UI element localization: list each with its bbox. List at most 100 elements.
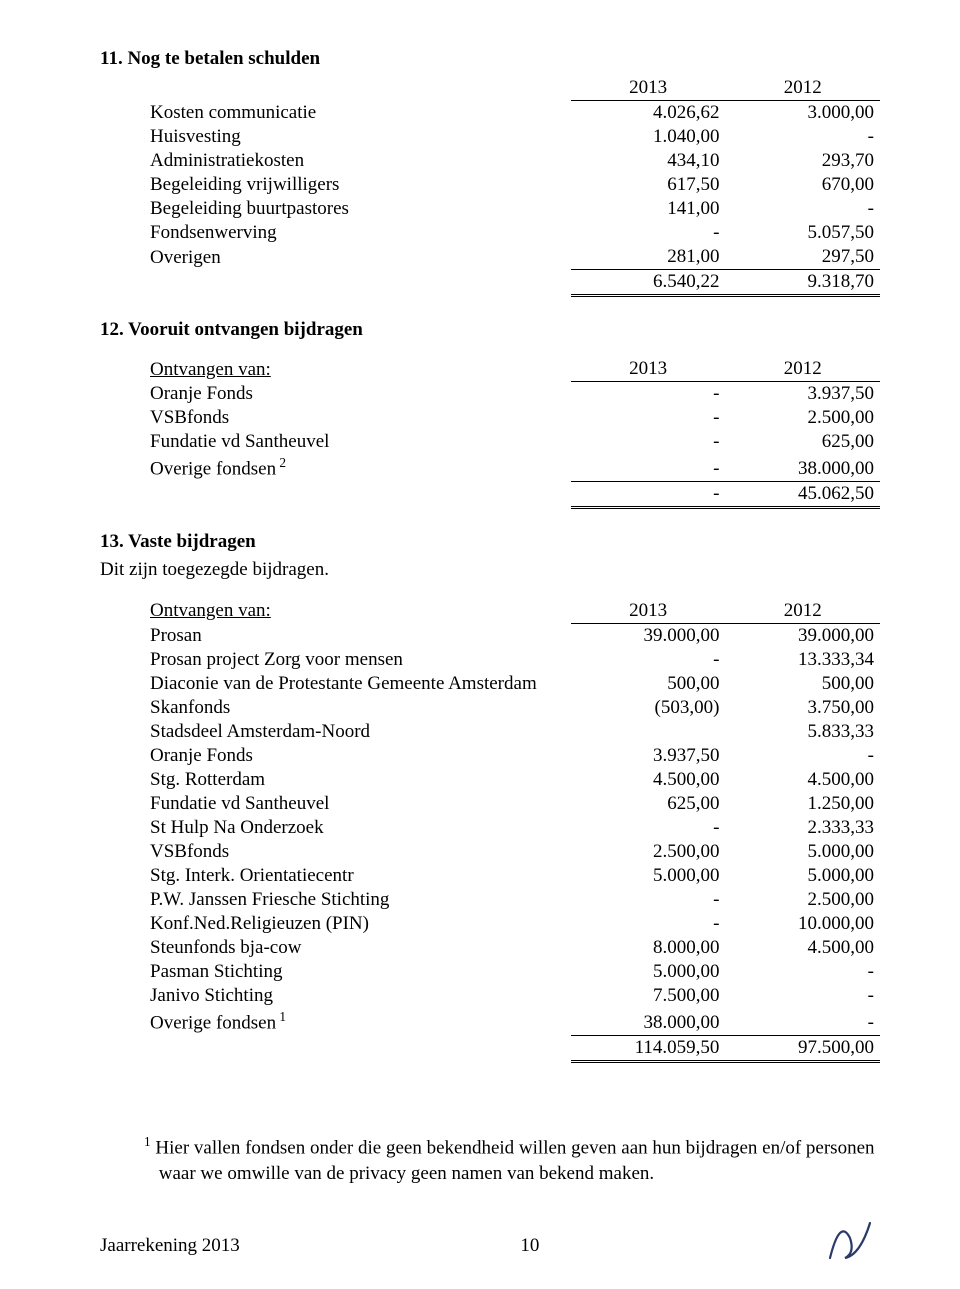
value-cell: 500,00 <box>725 672 880 696</box>
total-cell: 114.059,50 <box>571 1035 726 1061</box>
row-label: Stg. Rotterdam <box>144 768 571 792</box>
table-row: St Hulp Na Onderzoek-2.333,33 <box>144 816 880 840</box>
table-row: Begeleiding buurtpastores141,00- <box>144 197 880 221</box>
value-cell: 38.000,00 <box>725 454 880 481</box>
section-12-heading: 12. Vooruit ontvangen bijdragen <box>100 319 880 341</box>
value-cell: - <box>571 382 726 407</box>
value-cell: - <box>725 960 880 984</box>
table-row: P.W. Janssen Friesche Stichting-2.500,00 <box>144 888 880 912</box>
row-label: Pasman Stichting <box>144 960 571 984</box>
table-row: Konf.Ned.Religieuzen (PIN)-10.000,00 <box>144 912 880 936</box>
row-label: Fundatie vd Santheuvel <box>144 430 571 454</box>
table-row: Prosan39.000,0039.000,00 <box>144 623 880 648</box>
row-label: St Hulp Na Onderzoek <box>144 816 571 840</box>
value-cell: 3.937,50 <box>725 382 880 407</box>
subheader: Ontvangen van: <box>150 600 271 621</box>
row-label: Fundatie vd Santheuvel <box>144 792 571 816</box>
value-cell: 8.000,00 <box>571 936 726 960</box>
section-11-heading: 11. Nog te betalen schulden <box>100 48 880 70</box>
row-label: Oranje Fonds <box>144 382 571 407</box>
row-label: Begeleiding buurtpastores <box>144 197 571 221</box>
value-cell: 293,70 <box>725 149 880 173</box>
value-cell: 3.937,50 <box>571 744 726 768</box>
value-cell: 5.000,00 <box>725 840 880 864</box>
year-header: 2012 <box>725 76 880 101</box>
footnote-marker: 1 <box>144 1134 151 1149</box>
row-label: Overige fondsen 2 <box>144 454 571 481</box>
value-cell: 5.057,50 <box>725 221 880 245</box>
value-cell: 625,00 <box>571 792 726 816</box>
row-label: Prosan project Zorg voor mensen <box>144 648 571 672</box>
value-cell: - <box>571 648 726 672</box>
row-label: Overigen <box>144 245 571 270</box>
total-cell: 9.318,70 <box>725 270 880 296</box>
value-cell: - <box>725 125 880 149</box>
row-label: Administratiekosten <box>144 149 571 173</box>
value-cell: 5.000,00 <box>725 864 880 888</box>
value-cell: 1.040,00 <box>571 125 726 149</box>
value-cell: - <box>571 430 726 454</box>
value-cell: 4.026,62 <box>571 101 726 126</box>
value-cell: 2.500,00 <box>725 888 880 912</box>
value-cell: 38.000,00 <box>571 1008 726 1035</box>
row-label: VSBfonds <box>144 840 571 864</box>
value-cell: 5.833,33 <box>725 720 880 744</box>
value-cell: 4.500,00 <box>725 768 880 792</box>
row-label: Overige fondsen 1 <box>144 1008 571 1035</box>
row-label: VSBfonds <box>144 406 571 430</box>
row-label: Kosten communicatie <box>144 101 571 126</box>
value-cell: - <box>571 221 726 245</box>
value-cell: 625,00 <box>725 430 880 454</box>
row-label: Konf.Ned.Religieuzen (PIN) <box>144 912 571 936</box>
table-row: Kosten communicatie4.026,623.000,00 <box>144 101 880 126</box>
value-cell: 1.250,00 <box>725 792 880 816</box>
value-cell: 670,00 <box>725 173 880 197</box>
page-footer: Jaarrekening 2013 10 <box>100 1217 880 1257</box>
table-row: Stadsdeel Amsterdam-Noord5.833,33 <box>144 720 880 744</box>
value-cell: - <box>571 454 726 481</box>
table-row: Fundatie vd Santheuvel-625,00 <box>144 430 880 454</box>
table-row: Oranje Fonds-3.937,50 <box>144 382 880 407</box>
row-label: Oranje Fonds <box>144 744 571 768</box>
value-cell: 4.500,00 <box>571 768 726 792</box>
section-13-note: Dit zijn toegezegde bijdragen. <box>100 559 880 581</box>
superscript: 2 <box>276 455 286 470</box>
value-cell: - <box>571 912 726 936</box>
footnote-line1: Hier vallen fondsen onder die geen beken… <box>155 1137 874 1158</box>
value-cell: - <box>571 816 726 840</box>
table-row: Begeleiding vrijwilligers617,50670,00 <box>144 173 880 197</box>
row-label: Begeleiding vrijwilligers <box>144 173 571 197</box>
year-header: 2013 <box>571 76 726 101</box>
section-13-table: Ontvangen van: 2013 2012 Prosan39.000,00… <box>144 599 880 1063</box>
value-cell: 5.000,00 <box>571 864 726 888</box>
year-header: 2012 <box>725 357 880 382</box>
value-cell: 141,00 <box>571 197 726 221</box>
table-row: Janivo Stichting7.500,00- <box>144 984 880 1008</box>
value-cell: 500,00 <box>571 672 726 696</box>
value-cell: 13.333,34 <box>725 648 880 672</box>
section-13-heading: 13. Vaste bijdragen <box>100 531 880 553</box>
value-cell: 4.500,00 <box>725 936 880 960</box>
superscript: 1 <box>276 1009 286 1024</box>
signature-icon <box>820 1217 880 1257</box>
row-label: Prosan <box>144 623 571 648</box>
value-cell: 617,50 <box>571 173 726 197</box>
footer-page-number: 10 <box>520 1235 539 1257</box>
table-row: Diaconie van de Protestante Gemeente Ams… <box>144 672 880 696</box>
table-row: Skanfonds(503,00)3.750,00 <box>144 696 880 720</box>
section-12-table: Ontvangen van: 2013 2012 Oranje Fonds-3.… <box>144 357 880 509</box>
table-row: Administratiekosten434,10293,70 <box>144 149 880 173</box>
table-row: Fondsenwerving-5.057,50 <box>144 221 880 245</box>
total-cell: 45.062,50 <box>725 481 880 507</box>
value-cell: 10.000,00 <box>725 912 880 936</box>
row-label: P.W. Janssen Friesche Stichting <box>144 888 571 912</box>
subheader: Ontvangen van: <box>150 359 271 380</box>
value-cell: 3.000,00 <box>725 101 880 126</box>
table-row: Stg. Rotterdam4.500,004.500,00 <box>144 768 880 792</box>
value-cell: (503,00) <box>571 696 726 720</box>
footnote: 1 Hier vallen fondsen onder die geen bek… <box>144 1133 880 1187</box>
table-row: Overigen281,00297,50 <box>144 245 880 270</box>
row-label: Stg. Interk. Orientatiecentr <box>144 864 571 888</box>
value-cell: 3.750,00 <box>725 696 880 720</box>
value-cell: - <box>725 1008 880 1035</box>
